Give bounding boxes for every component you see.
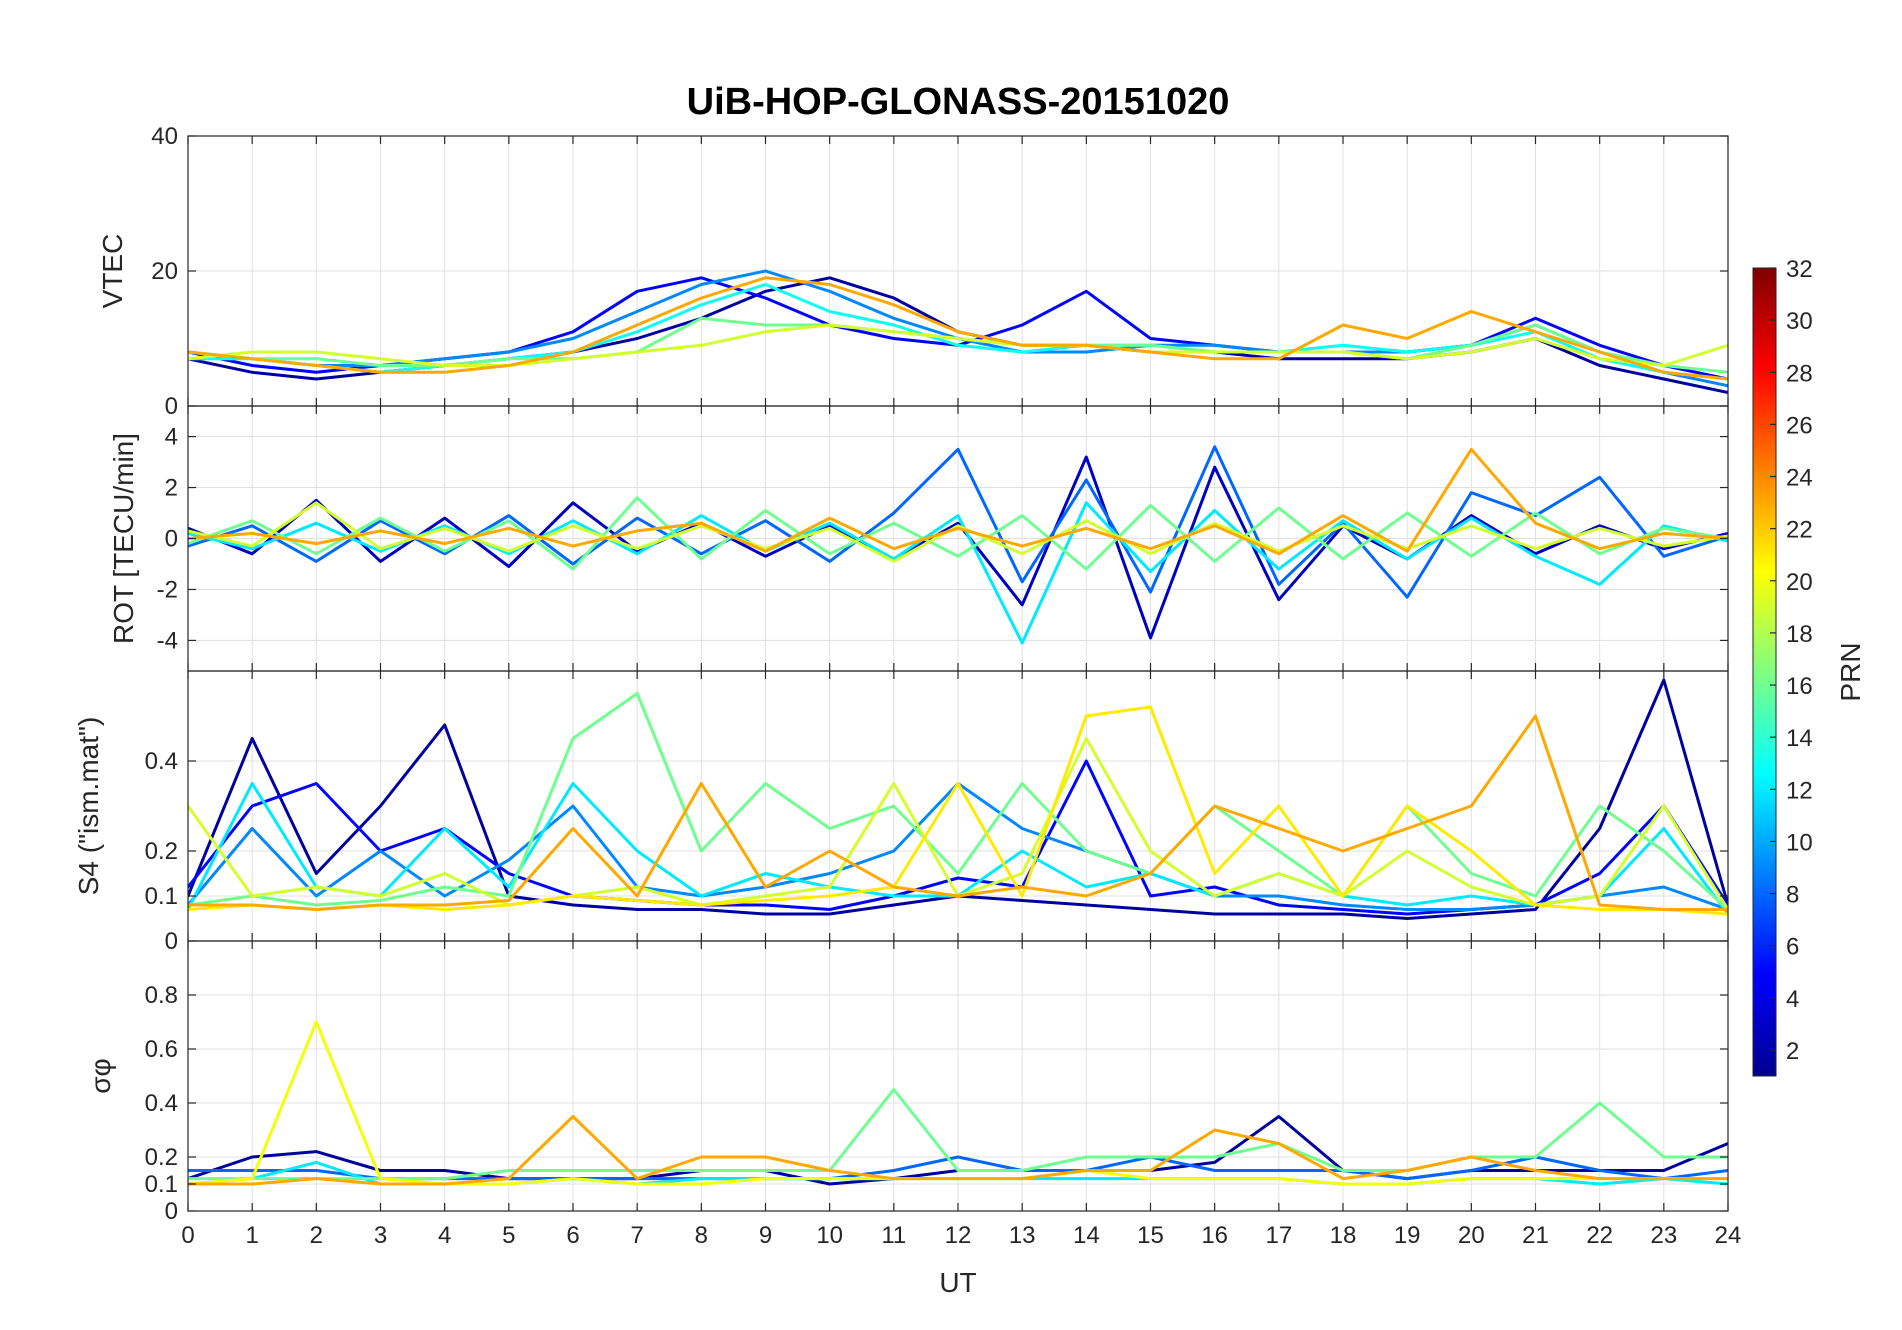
x-tick-label: 18 [1330,1222,1357,1249]
x-tick-label: 19 [1394,1222,1421,1249]
y-tick-label: -2 [157,576,178,603]
x-tick-label: 5 [502,1222,515,1249]
y-tick-label: 0 [165,1198,178,1225]
x-tick-label: 2 [310,1222,323,1249]
series-prn-19 [188,501,1728,563]
y-tick-label: 40 [151,123,178,150]
series-prn-19 [188,323,1728,367]
y-tick-label: 20 [151,258,178,285]
y-axis-label: VTEC [97,234,128,309]
colorbar-tick-label: 10 [1786,829,1813,856]
series-prn-12 [188,501,1728,645]
x-tick-label: 16 [1201,1222,1228,1249]
y-tick-label: 0.1 [145,1171,178,1198]
colorbar-label: PRN [1835,642,1866,701]
x-tick-label: 17 [1265,1222,1292,1249]
colorbar-tick-label: 2 [1786,1038,1799,1065]
colorbar-tick-label: 18 [1786,621,1813,648]
series-prn-23 [188,276,1728,381]
x-tick-label: 20 [1458,1222,1485,1249]
x-tick-label: 10 [816,1222,843,1249]
series-group [188,269,1728,394]
x-tick-label: 13 [1009,1222,1036,1249]
y-tick-label: 0.8 [145,982,178,1009]
x-tick-label: 21 [1522,1222,1549,1249]
colorbar-tick-label: 8 [1786,882,1799,909]
y-tick-label: 0.2 [145,838,178,865]
x-tick-label: 11 [881,1222,906,1249]
series-prn-23 [188,714,1728,911]
y-tick-label: 0.4 [145,748,178,775]
series-prn-8 [188,445,1728,599]
y-tick-label: 4 [165,424,178,451]
x-tick-label: 15 [1137,1222,1164,1249]
x-tick-label: 3 [374,1222,387,1249]
x-tick-label: 23 [1650,1222,1677,1249]
x-tick-label: 7 [630,1222,643,1249]
colorbar-tick-label: 22 [1786,517,1813,544]
series-group [188,445,1728,645]
series-prn-3 [188,455,1728,640]
colorbar-tick-label: 14 [1786,725,1813,752]
series-prn-23 [188,447,1728,556]
y-axis-label: ROT [TECU/min] [108,433,139,644]
y-axis-label: S4 ("ism.mat") [73,717,104,896]
colorbar-gradient [1752,267,1777,1077]
y-tick-label: 0.1 [145,883,178,910]
y-tick-label: 0.6 [145,1036,178,1063]
x-tick-label: 8 [695,1222,708,1249]
y-tick-label: 0.2 [145,1144,178,1171]
x-axis-label: UT [939,1267,976,1298]
y-tick-label: 0 [165,928,178,955]
y-tick-label: -4 [157,627,178,654]
x-tick-label: 14 [1073,1222,1100,1249]
y-tick-label: 0 [165,393,178,420]
colorbar-tick-label: 4 [1786,986,1799,1013]
colorbar-tick-label: 24 [1786,465,1813,492]
colorbar-tick-label: 6 [1786,934,1799,961]
panel-3: 0 0.1 0.2 0.4 S4 ("ism.mat") [73,670,1729,955]
y-tick-label: 0 [165,526,178,553]
series-prn-23 [188,1115,1728,1186]
colorbar-tick-label: 32 [1786,256,1813,283]
y-tick-label: 0.4 [145,1090,178,1117]
colorbar-tick-label: 26 [1786,412,1813,439]
colorbar-tick-label: 16 [1786,673,1813,700]
x-tick-label: 4 [438,1222,451,1249]
x-tick-label: 6 [566,1222,579,1249]
series-prn-16 [188,496,1728,571]
y-axis-label: σφ [85,1058,116,1093]
y-tick-label: 2 [165,475,178,502]
colorbar-tick-label: 30 [1786,308,1813,335]
colorbar-tick-label: 20 [1786,569,1813,596]
x-tick-label: 12 [945,1222,972,1249]
colorbar-tick-label: 12 [1786,777,1813,804]
x-tick-label: 9 [759,1222,772,1249]
colorbar-tick-label: 28 [1786,360,1813,387]
chart-title: UiB-HOP-GLONASS-20151020 [687,81,1230,123]
x-tick-label: 22 [1586,1222,1613,1249]
panel-2: -4 -2 0 2 4 ROT [TECU/min] [108,405,1729,672]
panel-1: 0 20 40 VTEC [97,123,1729,420]
series-prn-21 [188,705,1728,916]
x-tick-label: 1 [245,1222,258,1249]
x-tick-label: 0 [181,1222,194,1249]
series-group [188,1020,1728,1186]
x-tick-label: 24 [1715,1222,1742,1249]
series-group [188,678,1728,920]
series-prn-16 [188,692,1728,911]
